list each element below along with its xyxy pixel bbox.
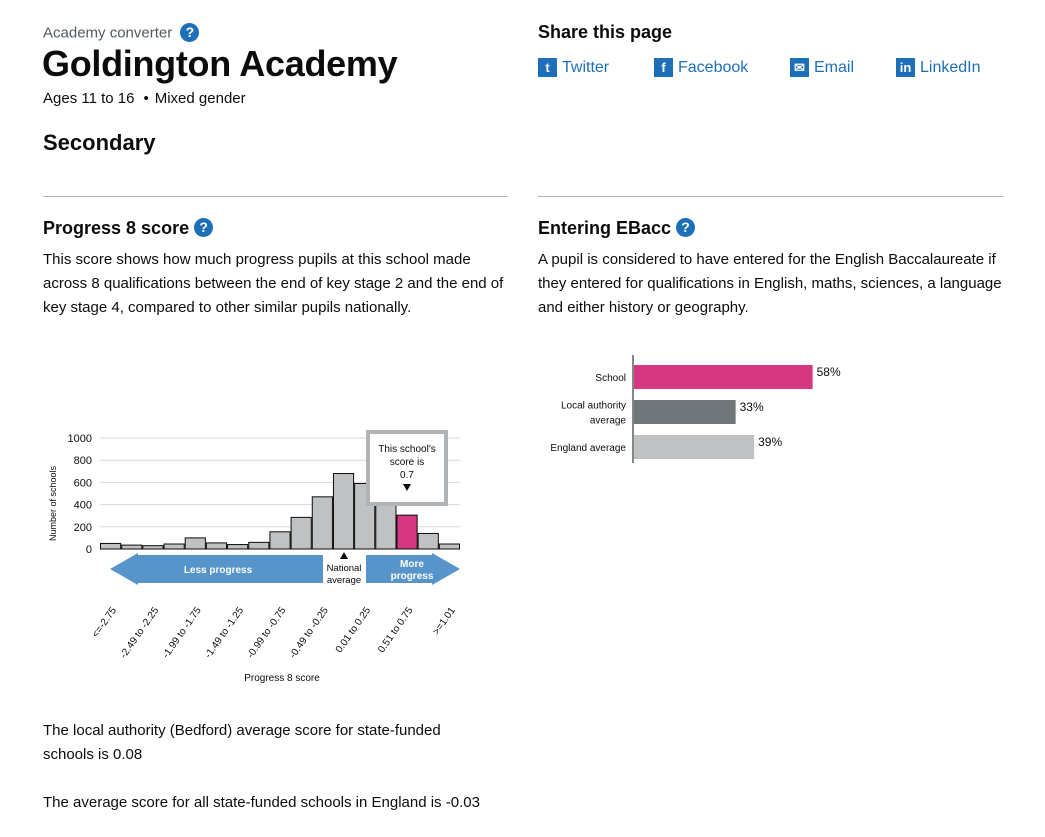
ebacc-value-label: 39% [758, 435, 782, 449]
gender-text: Mixed gender [154, 90, 246, 107]
x-tick-label: -0.99 to -0.75 [245, 605, 288, 660]
x-tick-label: >=1.01 [431, 605, 458, 637]
share-link-twitter[interactable]: t Twitter [538, 58, 609, 77]
more-progress-label: progress [391, 571, 434, 582]
histogram-bar [121, 544, 143, 550]
share-link-label: Facebook [678, 58, 749, 76]
histogram-bar [163, 543, 185, 550]
progress8-heading: Progress 8 score? [43, 217, 214, 239]
y-tick-label: 800 [74, 455, 92, 467]
share-link-email[interactable]: ✉ Email [790, 58, 854, 77]
page-title: Goldington Academy [42, 43, 398, 84]
england-average-text: The average score for all state-funded s… [43, 794, 480, 811]
la-average-text: The local authority (Bedford) average sc… [43, 722, 441, 763]
school-score-callout-text: score is [390, 457, 424, 468]
school-bar [396, 514, 418, 550]
national-average-marker-icon [340, 552, 348, 559]
ages-text: Ages 11 to 16 [43, 90, 135, 107]
ebacc-heading-text: Entering EBacc [538, 218, 672, 238]
ebacc-heading: Entering EBacc? [538, 217, 696, 239]
school-type-text: Academy converter [43, 24, 173, 42]
x-tick-label: -1.49 to -1.25 [203, 605, 246, 660]
x-tick-label: 0.51 to 0.75 [376, 605, 416, 655]
share-link-label: Twitter [562, 58, 610, 76]
section-divider-right [538, 196, 1003, 197]
histogram-bar [100, 542, 122, 550]
progress8-description: This score shows how much progress pupil… [43, 251, 504, 316]
phase-heading: Secondary [43, 130, 156, 155]
y-tick-label: 600 [74, 477, 92, 489]
histogram-bar [269, 531, 291, 550]
ebacc-bar [634, 365, 813, 389]
histogram-bar [332, 473, 355, 550]
share-link-facebook[interactable]: f Facebook [654, 58, 748, 77]
ebacc-bar [634, 435, 755, 459]
ebacc-category-label: England average [550, 443, 626, 454]
histogram-bar [205, 542, 228, 550]
ebacc-category-label: Local authority [561, 401, 626, 412]
linkedin-icon: in [896, 58, 915, 77]
share-link-linkedin[interactable]: in LinkedIn [896, 58, 981, 77]
progress8-chart: 0 200 400 600 800 1000 Number of schools This s… [48, 430, 460, 684]
national-average-label: National [327, 563, 362, 574]
x-axis-label: Progress 8 score [244, 673, 320, 684]
callout-pointer-icon [403, 484, 411, 491]
help-icon[interactable]: ? [180, 23, 200, 42]
y-tick-label: 1000 [68, 433, 92, 445]
less-progress-label: Less progress [184, 565, 253, 576]
histogram-bar [438, 543, 460, 550]
school-score-callout-text: This school's [378, 444, 436, 455]
email-icon: ✉ [790, 58, 809, 77]
y-tick-label: 0 [86, 544, 92, 556]
x-tick-label: -0.49 to -0.25 [288, 605, 331, 660]
y-tick-label: 200 [74, 522, 92, 534]
share-heading: Share this page [538, 22, 673, 42]
help-icon[interactable]: ? [676, 217, 696, 237]
facebook-icon: f [654, 58, 673, 77]
section-divider-left [43, 196, 508, 197]
national-average-label: average [327, 575, 361, 586]
more-progress-label: More [400, 559, 424, 570]
x-tick-label: <=-2.75 [90, 605, 119, 640]
more-progress-arrow [366, 553, 460, 585]
x-tick-label: -1.99 to -1.75 [161, 605, 204, 660]
y-axis-label: Number of schools [48, 465, 58, 541]
y-tick-label: 400 [74, 500, 92, 512]
ebacc-value-label: 58% [817, 365, 841, 379]
ebacc-description: A pupil is considered to have entered fo… [538, 251, 1002, 316]
ebacc-value-label: 33% [740, 400, 764, 414]
x-tick-label: -2.49 to -2.25 [118, 605, 161, 660]
histogram-bar [311, 496, 333, 550]
school-score-callout-text: 0.7 [400, 470, 414, 481]
progress8-heading-text: Progress 8 score [43, 218, 190, 238]
less-progress-arrow [110, 553, 323, 585]
school-type-label: Academy converter ? [43, 23, 200, 43]
separator-dot: • [143, 90, 149, 107]
histogram-bar [248, 541, 270, 550]
histogram-bar [290, 516, 312, 550]
x-tick-label: 0.01 to 0.25 [334, 605, 374, 655]
help-icon[interactable]: ? [194, 217, 214, 237]
twitter-icon: t [538, 58, 557, 77]
histogram-bar [227, 544, 249, 550]
ebacc-category-label: School [595, 373, 626, 384]
histogram-bar [184, 537, 206, 550]
ebacc-bar [634, 400, 736, 424]
share-link-label: LinkedIn [920, 58, 981, 76]
school-score-callout [366, 430, 448, 506]
ebacc-chart: School 58% Local authority average 33% Englan… [550, 355, 841, 463]
ebacc-category-label: average [590, 416, 627, 427]
histogram-bar [417, 532, 439, 550]
school-meta: Ages 11 to 16 • Mixed gender [43, 90, 246, 107]
share-link-label: Email [814, 58, 855, 76]
